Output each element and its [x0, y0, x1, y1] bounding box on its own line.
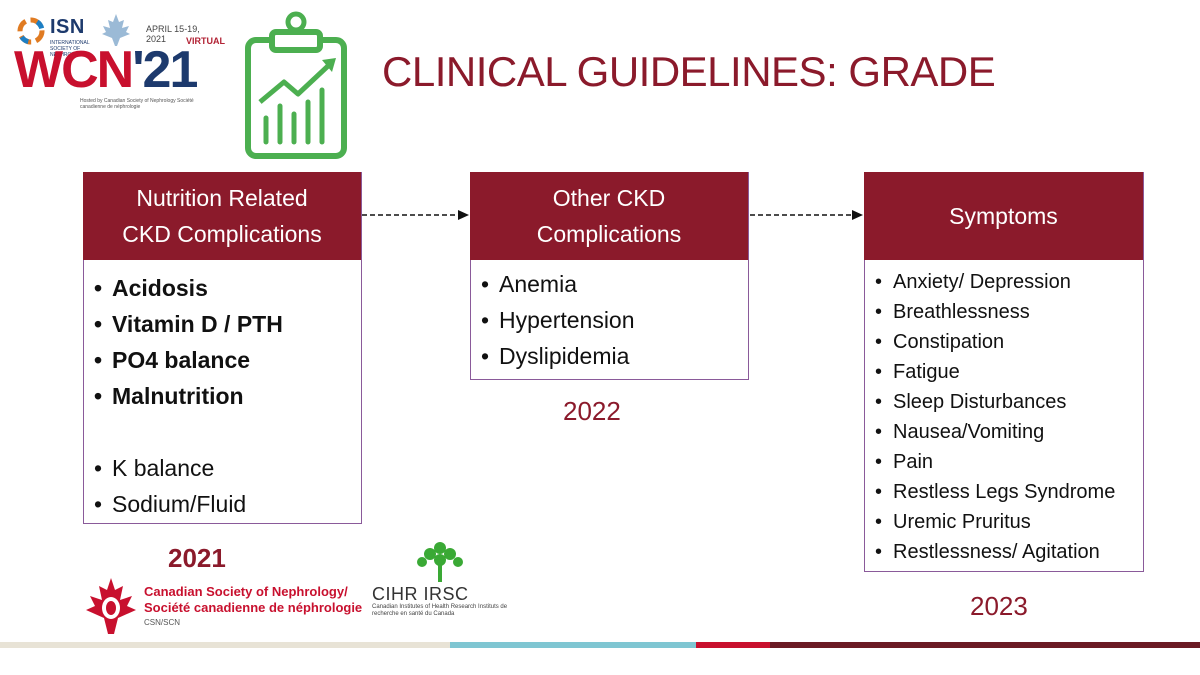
csn-name-fr: Société canadienne de néphrologie [144, 600, 363, 615]
symptoms-heading-line1: Symptoms [949, 203, 1058, 229]
list-item: Restless Legs Syndrome [867, 477, 1115, 507]
maple-leaf-icon [102, 14, 130, 46]
wcn-wordmark: WCN'21 [14, 41, 198, 99]
cihr-tree-icon [417, 542, 463, 582]
list-item: Pain [867, 447, 1115, 477]
year-2022: 2022 [563, 396, 621, 426]
bar-segment [0, 642, 450, 648]
year-2021: 2021 [168, 543, 226, 573]
cihr-subtext: Canadian Institutes of Health Research I… [372, 604, 508, 617]
list-item: Hypertension [473, 302, 635, 338]
arrow-right-icon [750, 210, 863, 220]
isn-text: ISN [50, 16, 85, 38]
wcn21-logo: ISN INTERNATIONAL SOCIETY OF NEPHROLOGY … [10, 10, 225, 115]
bar-segment [770, 642, 1200, 648]
nutrition-list: K balance Sodium/Fluid [86, 450, 246, 522]
list-item: Acidosis [86, 270, 283, 306]
csn-logo: Canadian Society of Nephrology/ Société … [84, 576, 362, 642]
nutrition-heading-line2: CKD Complications [122, 221, 322, 247]
list-item: Sleep Disturbances [867, 387, 1115, 417]
bar-segment [696, 642, 770, 648]
list-item: Fatigue [867, 357, 1115, 387]
hosted-by: Hosted by Canadian Society of Nephrology… [80, 98, 194, 110]
list-item: Constipation [867, 327, 1115, 357]
csn-abbrev: CSN/SCN [144, 618, 181, 627]
event-dates: APRIL 15-19, 2021 [146, 24, 200, 44]
wcn-letters: WCN [14, 41, 134, 99]
page-title: CLINICAL GUIDELINES: GRADE [382, 48, 996, 95]
cihr-wordmark: CIHR IRSC [372, 584, 469, 604]
csn-name-en: Canadian Society of Nephrology/ [144, 584, 348, 599]
arrow-right-icon [362, 210, 469, 220]
nutrition-heading: Nutrition Related CKD Complications [83, 172, 361, 260]
other-ckd-heading: Other CKD Complications [470, 172, 748, 260]
list-item: Anxiety/ Depression [867, 267, 1115, 297]
list-item: Anemia [473, 266, 635, 302]
list-item: Sodium/Fluid [86, 486, 246, 522]
event-virtual: VIRTUAL [186, 36, 225, 46]
isn-logo-icon [17, 17, 45, 45]
list-item: Uremic Pruritus [867, 507, 1115, 537]
list-item: PO4 balance [86, 342, 283, 378]
nutrition-bold-list: Acidosis Vitamin D / PTH PO4 balance Mal… [86, 270, 283, 414]
other-ckd-heading-line2: Complications [536, 221, 682, 247]
symptoms-list: Anxiety/ Depression Breathlessness Const… [867, 267, 1115, 567]
list-item: K balance [86, 450, 246, 486]
list-item: Dyslipidemia [473, 338, 635, 374]
wcn-year: '21 [132, 41, 198, 99]
other-ckd-heading-line1: Other CKD [552, 185, 666, 211]
bar-segment [450, 642, 696, 648]
clipboard-chart-icon [245, 11, 347, 159]
cihr-logo: CIHR IRSC Canadian Institutes of Health … [372, 540, 522, 620]
list-item: Breathlessness [867, 297, 1115, 327]
year-2023: 2023 [970, 591, 1028, 621]
list-item: Nausea/Vomiting [867, 417, 1115, 447]
bottom-divider [0, 642, 1200, 648]
list-item: Vitamin D / PTH [86, 306, 283, 342]
symptoms-heading: Symptoms [864, 172, 1143, 260]
list-item: Restlessness/ Agitation [867, 537, 1115, 567]
list-item: Malnutrition [86, 378, 283, 414]
maple-leaf-kidney-icon [86, 578, 136, 634]
nutrition-heading-line1: Nutrition Related [136, 185, 308, 211]
other-ckd-list: Anemia Hypertension Dyslipidemia [473, 266, 635, 374]
isn-subtext: INTERNATIONAL SOCIETY OF NEPHROLOGY [50, 40, 90, 58]
